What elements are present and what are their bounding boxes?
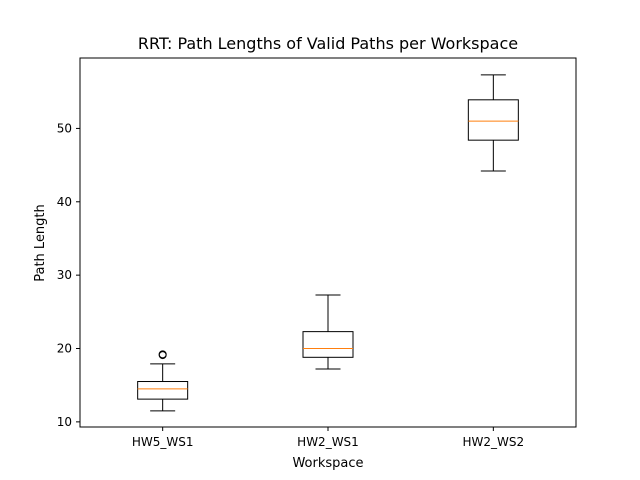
- outlier-HW5_WS1-1: [158, 350, 167, 359]
- y-tick-label-30: 30: [57, 268, 72, 282]
- x-tick-label-HW2_WS1: HW2_WS1: [297, 435, 359, 449]
- y-axis-label: Path Length: [33, 204, 48, 282]
- y-tick-label-20: 20: [57, 342, 72, 356]
- box-HW2_WS2: [467, 99, 519, 141]
- box-HW5_WS1: [137, 381, 189, 400]
- y-tick-label-50: 50: [57, 121, 72, 135]
- y-tick-label-10: 10: [57, 415, 72, 429]
- chart-title: RRT: Path Lengths of Valid Paths per Wor…: [138, 34, 518, 53]
- axes-frame: [79, 57, 577, 428]
- box-HW2_WS1: [302, 331, 354, 358]
- x-axis-label: Workspace: [292, 456, 363, 471]
- plot-area: 10 20 30 40 50 HW5_WS1 HW2_WS1 HW2_WS2: [57, 57, 577, 449]
- x-tick-label-HW2_WS2: HW2_WS2: [463, 435, 525, 449]
- y-tick-label-40: 40: [57, 195, 72, 209]
- x-tick-label-HW5_WS1: HW5_WS1: [132, 435, 194, 449]
